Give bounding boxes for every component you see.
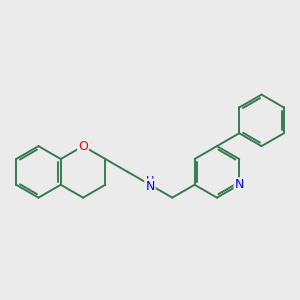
Text: H: H [146, 176, 154, 186]
Text: N: N [235, 178, 244, 191]
Text: N: N [145, 180, 155, 193]
Text: O: O [78, 140, 88, 153]
